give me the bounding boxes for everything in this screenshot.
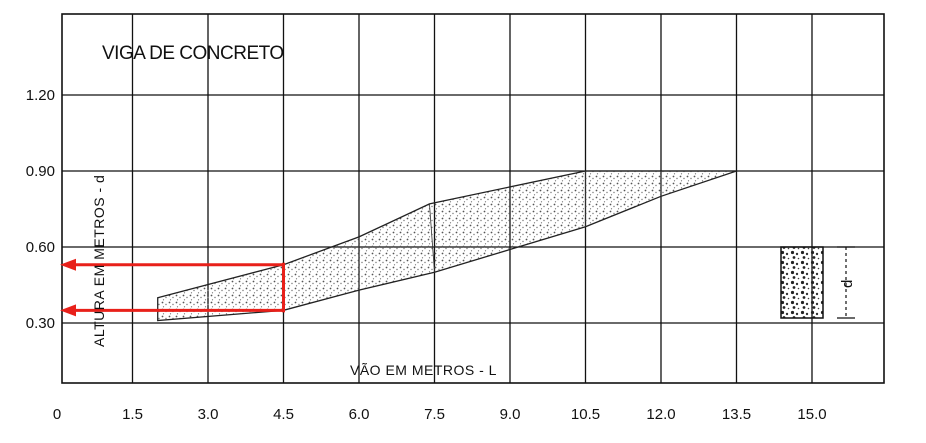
x-tick-6.0: 6.0: [349, 406, 370, 423]
x-tick-3.0: 3.0: [198, 406, 219, 423]
x-tick-labels: 0 1.5 3.0 4.5 6.0 7.5 9.0 10.5 12.0 13.5 15.0: [53, 406, 827, 423]
x-tick-9.0: 9.0: [500, 406, 521, 423]
x-tick-12.0: 12.0: [646, 406, 675, 423]
data-band-area: [157, 170, 737, 322]
y-tick-0.90: 0.90: [26, 163, 55, 180]
x-tick-0: 0: [53, 406, 61, 423]
annotation-arrowhead-0: [60, 258, 76, 271]
grid-lines: [62, 14, 884, 383]
x-tick-1.5: 1.5: [122, 406, 143, 423]
red-annotation: [60, 258, 285, 317]
y-axis-label: ALTURA EM METROS - d: [91, 175, 107, 347]
chart-title: VIGA DE CONCRETO: [102, 43, 284, 64]
band-division: [429, 203, 435, 273]
section-label: d: [839, 280, 856, 288]
x-axis-label: VÃO EM METROS - L: [350, 362, 497, 378]
annotation-arrowhead-1: [60, 304, 76, 317]
x-tick-13.5: 13.5: [722, 406, 751, 423]
x-tick-4.5: 4.5: [273, 406, 294, 423]
y-tick-0.30: 0.30: [26, 315, 55, 332]
y-tick-labels: 0.30 0.60 0.90 1.20: [26, 87, 55, 332]
x-tick-15.0: 15.0: [797, 406, 826, 423]
y-tick-0.60: 0.60: [26, 239, 55, 256]
x-tick-7.5: 7.5: [424, 406, 445, 423]
x-tick-10.5: 10.5: [571, 406, 600, 423]
y-tick-1.20: 1.20: [26, 87, 55, 104]
concrete-section-icon: [780, 246, 855, 319]
